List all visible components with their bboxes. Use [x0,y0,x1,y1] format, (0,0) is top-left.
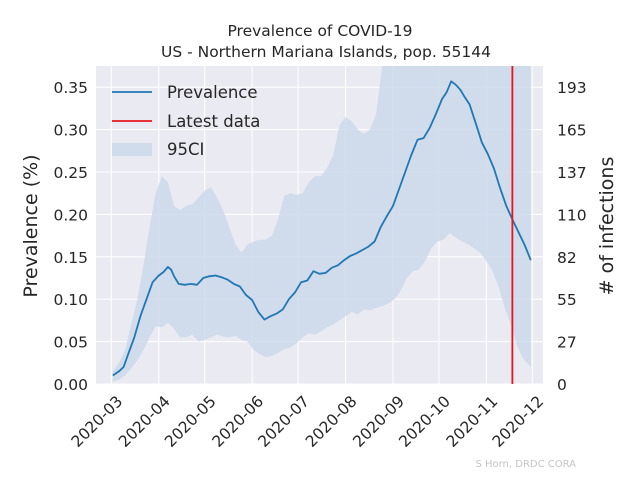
y-axis-right-ticks: 0 27 55 82 110 137 165 193 [557,79,587,394]
y-right-tick-label: 82 [557,249,577,267]
prevalence-line [112,80,532,377]
y-right-tick-label: 27 [557,334,577,352]
legend: Prevalence Latest data 95CI [112,83,260,159]
y-tick-label: 0.30 [53,122,88,140]
y-tick-label: 0.10 [53,291,88,309]
legend-latest-label: Latest data [167,112,260,131]
credit-text: S Horn, DRDC CORA [475,459,576,470]
y-axis-right-label: # of infections [596,157,618,296]
ci-band [112,66,531,382]
y-tick-label: 0.00 [53,376,88,394]
y-right-tick-label: 55 [557,291,577,309]
y-right-tick-label: 165 [557,122,587,140]
chart-subtitle: US - Northern Mariana Islands, pop. 5514… [161,43,491,61]
legend-prevalence-label: Prevalence [167,83,258,102]
y-right-tick-label: 137 [557,164,587,182]
y-tick-label: 0.25 [53,164,88,182]
y-right-tick-label: 110 [557,206,587,224]
y-tick-label: 0.20 [53,206,88,224]
legend-ci-label: 95CI [167,140,204,159]
y-axis-left-ticks: 0.00 0.05 0.10 0.15 0.20 0.25 0.30 0.35 [53,79,88,394]
y-tick-label: 0.05 [53,334,88,352]
y-right-tick-label: 0 [557,376,567,394]
y-right-tick-label: 193 [557,79,587,97]
y-tick-label: 0.35 [53,79,88,97]
chart-title: Prevalence of COVID-19 [227,22,412,40]
legend-ci-swatch [112,143,152,156]
y-axis-left-label: Prevalence (%) [20,154,42,297]
y-tick-label: 0.15 [53,249,88,267]
